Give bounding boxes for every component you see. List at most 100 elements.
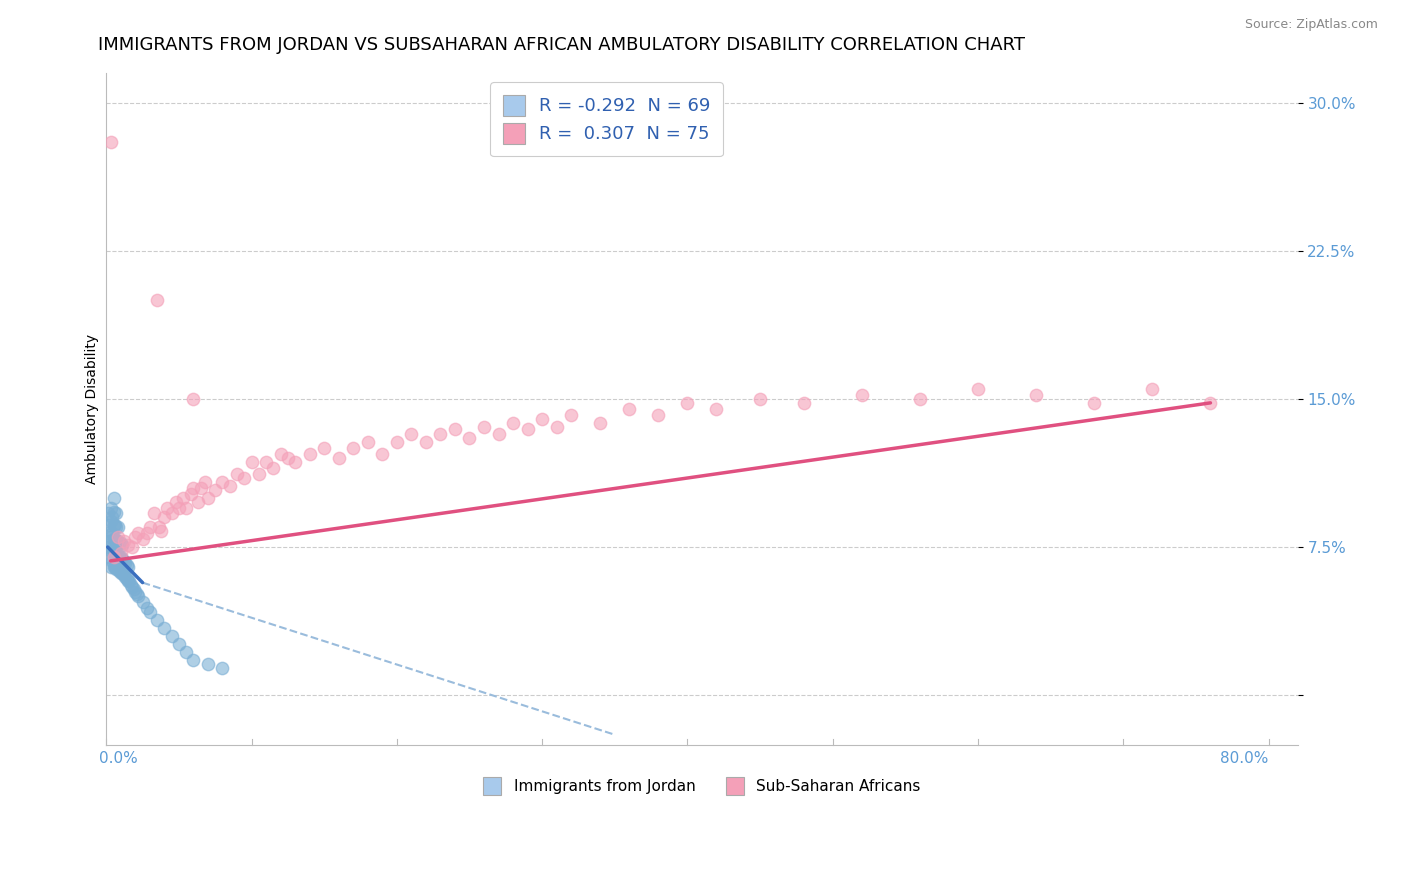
Text: IMMIGRANTS FROM JORDAN VS SUBSAHARAN AFRICAN AMBULATORY DISABILITY CORRELATION C: IMMIGRANTS FROM JORDAN VS SUBSAHARAN AFR… bbox=[98, 36, 1025, 54]
Point bbox=[401, 427, 423, 442]
Point bbox=[107, 534, 129, 549]
Point bbox=[117, 559, 139, 574]
Point bbox=[135, 526, 157, 541]
Point bbox=[165, 494, 187, 508]
Point bbox=[110, 536, 132, 550]
Point bbox=[112, 554, 135, 568]
Point bbox=[110, 566, 132, 580]
Point bbox=[270, 447, 292, 461]
Point bbox=[117, 538, 139, 552]
Point bbox=[103, 504, 125, 518]
Point bbox=[194, 475, 217, 489]
Point bbox=[167, 500, 190, 515]
Point bbox=[516, 421, 538, 435]
Point bbox=[415, 435, 437, 450]
Point bbox=[97, 507, 120, 521]
Point bbox=[124, 530, 146, 544]
Point bbox=[429, 427, 451, 442]
Point bbox=[101, 554, 124, 568]
Point bbox=[908, 392, 931, 406]
Point bbox=[131, 532, 153, 546]
Point bbox=[153, 510, 176, 524]
Point bbox=[100, 530, 122, 544]
Point bbox=[101, 526, 124, 541]
Point bbox=[104, 532, 127, 546]
Point bbox=[749, 392, 772, 406]
Point bbox=[139, 605, 162, 619]
Point bbox=[127, 526, 149, 541]
Point bbox=[100, 515, 122, 529]
Point bbox=[156, 500, 179, 515]
Point bbox=[110, 549, 132, 564]
Point bbox=[104, 559, 127, 574]
Point bbox=[1142, 382, 1164, 396]
Point bbox=[560, 408, 582, 422]
Point bbox=[531, 411, 554, 425]
Point bbox=[187, 494, 209, 508]
Point bbox=[143, 507, 166, 521]
Point bbox=[107, 548, 129, 562]
Point bbox=[111, 566, 134, 580]
Point bbox=[458, 431, 481, 445]
Point bbox=[100, 544, 122, 558]
Point bbox=[284, 455, 307, 469]
Point bbox=[385, 435, 408, 450]
Point bbox=[131, 595, 153, 609]
Point bbox=[146, 293, 169, 307]
Point bbox=[101, 540, 124, 554]
Point bbox=[105, 534, 128, 549]
Point bbox=[314, 442, 336, 456]
Point bbox=[160, 629, 183, 643]
Point bbox=[180, 487, 202, 501]
Point bbox=[197, 491, 219, 505]
Point bbox=[97, 540, 120, 554]
Point bbox=[112, 567, 135, 582]
Point bbox=[103, 532, 125, 546]
Point bbox=[121, 580, 143, 594]
Point bbox=[107, 530, 129, 544]
Y-axis label: Ambulatory Disability: Ambulatory Disability bbox=[86, 334, 100, 483]
Point bbox=[115, 572, 138, 586]
Point bbox=[103, 549, 125, 564]
Point bbox=[98, 549, 121, 564]
Point bbox=[104, 546, 127, 560]
Point bbox=[851, 388, 873, 402]
Point bbox=[183, 653, 205, 667]
Point bbox=[127, 590, 149, 604]
Point bbox=[124, 585, 146, 599]
Point bbox=[174, 500, 197, 515]
Point bbox=[108, 536, 131, 550]
Point bbox=[211, 660, 233, 674]
Point bbox=[197, 657, 219, 671]
Point bbox=[103, 559, 125, 574]
Point bbox=[233, 471, 256, 485]
Point bbox=[328, 451, 350, 466]
Point bbox=[371, 447, 394, 461]
Point bbox=[114, 556, 136, 570]
Point bbox=[120, 577, 142, 591]
Point bbox=[647, 408, 669, 422]
Point bbox=[444, 421, 467, 435]
Point bbox=[114, 570, 136, 584]
Point bbox=[472, 419, 495, 434]
Point bbox=[183, 481, 205, 495]
Point bbox=[107, 562, 129, 576]
Point bbox=[108, 549, 131, 564]
Point bbox=[357, 435, 380, 450]
Point bbox=[262, 461, 284, 475]
Point bbox=[676, 396, 699, 410]
Point bbox=[172, 491, 194, 505]
Point bbox=[226, 467, 249, 481]
Point bbox=[121, 540, 143, 554]
Point bbox=[1083, 396, 1105, 410]
Point bbox=[254, 455, 277, 469]
Point bbox=[211, 475, 233, 489]
Legend: Immigrants from Jordan, Sub-Saharan Africans: Immigrants from Jordan, Sub-Saharan Afri… bbox=[474, 768, 929, 804]
Point bbox=[502, 416, 524, 430]
Point bbox=[111, 552, 134, 566]
Point bbox=[105, 520, 128, 534]
Point bbox=[589, 416, 612, 430]
Text: Source: ZipAtlas.com: Source: ZipAtlas.com bbox=[1244, 18, 1378, 31]
Point bbox=[103, 491, 125, 505]
Point bbox=[706, 401, 728, 416]
